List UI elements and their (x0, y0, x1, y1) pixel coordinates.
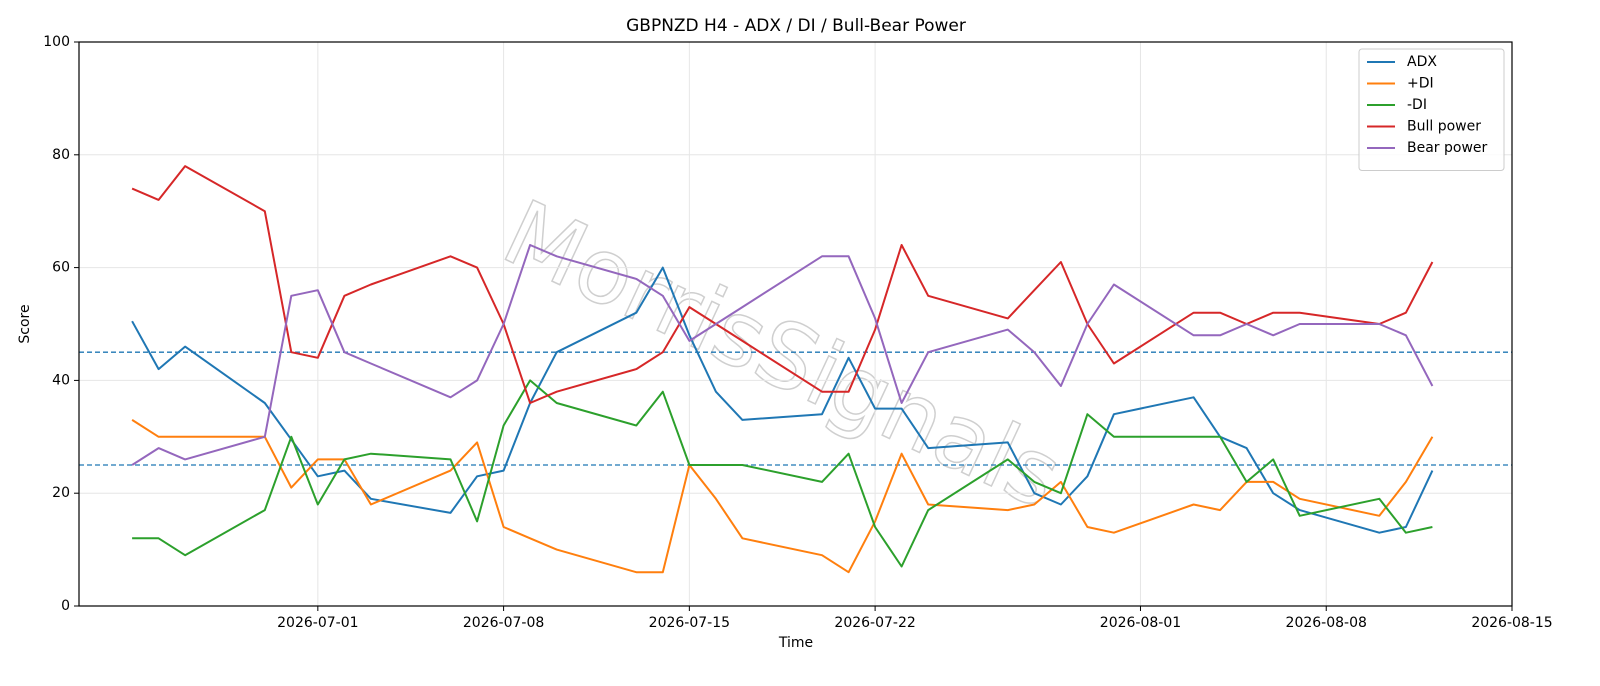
plot-frame (78, 41, 1513, 607)
series-line (132, 379, 1433, 568)
watermark: MorrisSignals (488, 180, 1077, 529)
legend-label: Bull power (1407, 119, 1481, 135)
x-tick-label: 2026-07-01 (277, 615, 358, 631)
y-tick-label: 100 (43, 34, 70, 50)
y-tick-label: 20 (52, 485, 70, 501)
legend-box (1358, 48, 1505, 171)
legend-label: -DI (1407, 97, 1427, 113)
y-tick-label: 40 (52, 372, 70, 388)
chart-title: GBPNZD H4 - ADX / DI / Bull-Bear Power (626, 16, 966, 36)
x-tick-label: 2026-08-01 (1100, 615, 1181, 631)
legend-label: ADX (1407, 54, 1437, 70)
series-line (131, 244, 1434, 466)
x-tick-label: 2026-07-08 (463, 615, 544, 631)
y-tick-label: 0 (61, 598, 70, 614)
x-tick-label: 2026-08-08 (1286, 615, 1367, 631)
series-line (131, 165, 1434, 404)
x-tick-label: 2026-07-15 (649, 615, 730, 631)
y-tick-label: 80 (52, 147, 70, 163)
legend-label: Bear power (1407, 140, 1488, 156)
legend: ADX +DI -DI Bull power Bear power (1358, 48, 1505, 171)
legend-label: +DI (1407, 76, 1434, 92)
y-tick-label: 60 (52, 260, 70, 276)
x-tick-label: 2026-08-15 (1471, 615, 1552, 631)
x-tick-label: 2026-07-22 (834, 615, 915, 631)
y-axis-label: Score (17, 304, 33, 343)
x-axis-label: Time (778, 635, 813, 651)
series-line (131, 419, 1434, 574)
series-line (131, 266, 1434, 534)
